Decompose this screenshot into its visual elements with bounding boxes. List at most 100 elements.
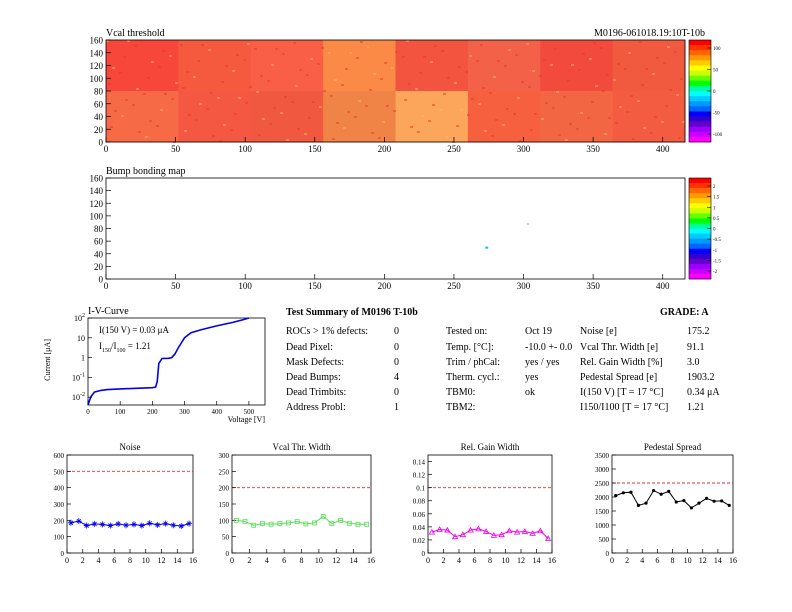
pixel-noise xyxy=(186,71,189,73)
pixel-noise xyxy=(495,119,498,121)
pixel-noise xyxy=(600,47,603,49)
chart-title: Rel. Gain Width xyxy=(461,442,520,452)
pixel-noise xyxy=(682,121,685,123)
roc-tile xyxy=(106,40,179,92)
y-tick-label: 0.08 xyxy=(413,498,426,506)
data-point xyxy=(260,521,265,526)
pixel-noise xyxy=(156,125,159,127)
pixel-noise xyxy=(114,110,117,112)
color-scale-segment xyxy=(689,50,711,56)
x-tick-label: 16 xyxy=(548,556,556,565)
y-tick-label: 150 xyxy=(219,501,230,509)
pixel-noise xyxy=(367,46,370,48)
y-tick-label: 140 xyxy=(90,186,104,196)
data-point xyxy=(475,525,482,532)
y-tick-label: 10 xyxy=(77,334,85,343)
x-tick-label: 150 xyxy=(308,281,322,291)
color-scale-segment xyxy=(689,75,711,82)
pixel-noise xyxy=(602,90,605,92)
data-point xyxy=(277,521,283,526)
color-scale-segment xyxy=(689,101,711,107)
pixel-noise xyxy=(476,60,479,62)
pixel-noise xyxy=(175,82,178,84)
color-scale-segment xyxy=(689,198,711,204)
y-tick-label: 0.1 xyxy=(416,485,425,493)
pixel-noise xyxy=(197,60,200,62)
x-tick-label: 150 xyxy=(308,144,322,154)
pixel-noise xyxy=(650,132,653,134)
pixel-noise xyxy=(193,76,196,78)
map-background xyxy=(106,178,685,279)
pixel-noise xyxy=(106,40,109,42)
data-point xyxy=(544,535,552,542)
y-tick-label: 300 xyxy=(54,501,65,509)
x-tick-label: 0 xyxy=(65,556,69,565)
pixel-noise xyxy=(626,111,629,113)
pixel-noise xyxy=(545,102,548,104)
data-point xyxy=(614,494,618,498)
summary-label: I(150 V) [T = 17 °C] xyxy=(580,387,664,398)
color-scale-segment xyxy=(689,208,711,214)
series-line xyxy=(236,515,367,526)
pixel-noise xyxy=(371,132,374,134)
pixel-noise xyxy=(480,44,483,46)
x-tick-label: 4 xyxy=(265,556,269,565)
pixel-noise xyxy=(415,88,418,90)
pixel-noise xyxy=(249,86,252,88)
pixel-noise xyxy=(543,59,546,61)
scale-label: 0.5 xyxy=(713,217,720,222)
y-tick-label: 0.04 xyxy=(413,524,426,532)
color-scale-segment xyxy=(689,85,711,92)
y-tick-label: 100 xyxy=(219,517,230,525)
summary-value: 4 xyxy=(394,372,399,383)
summary-value: yes / yes xyxy=(525,357,560,368)
pixel-noise xyxy=(447,77,450,79)
pixel-noise xyxy=(160,109,163,111)
pixel-noise xyxy=(661,121,664,123)
data-point xyxy=(268,521,274,527)
summary-value: 0 xyxy=(394,387,399,398)
pixel-noise xyxy=(410,126,413,128)
y-tick-label: 102 xyxy=(74,313,85,323)
pixel-noise xyxy=(460,109,463,111)
pixel-noise xyxy=(358,100,361,102)
summary-label: Pedestal Spread [e] xyxy=(580,372,658,383)
pixel-noise xyxy=(552,107,555,109)
data-point xyxy=(727,503,731,507)
pixel-noise xyxy=(571,64,574,66)
scale-label: -100 xyxy=(713,133,723,138)
data-point xyxy=(178,523,185,530)
y-tick-label: 400 xyxy=(54,485,65,493)
pixel-noise xyxy=(406,40,409,42)
pixel-noise xyxy=(380,78,383,80)
x-tick-label: 4 xyxy=(457,556,461,565)
pixel-noise xyxy=(471,98,474,100)
x-tick-label: 8 xyxy=(300,556,304,565)
pixel-noise xyxy=(334,79,337,81)
color-scale-segment xyxy=(689,268,711,275)
scale-label: 100 xyxy=(713,47,721,52)
summary-label: Therm. cycl.: xyxy=(446,372,500,383)
scale-label: 0 xyxy=(713,90,716,95)
x-tick-label: 300 xyxy=(517,144,531,154)
grade-label: GRADE: A xyxy=(660,307,709,318)
x-tick-label: 14 xyxy=(173,556,181,565)
pixel-noise xyxy=(641,84,644,86)
summary-value: 1903.2 xyxy=(687,372,715,383)
data-point xyxy=(428,528,436,535)
x-tick-label: 0 xyxy=(104,281,109,291)
pixel-noise xyxy=(347,111,350,113)
pixel-noise xyxy=(663,62,666,64)
pixel-noise xyxy=(489,92,492,94)
color-scale-segment xyxy=(689,111,711,117)
pixel-noise xyxy=(284,96,287,98)
pixel-noise xyxy=(628,52,631,54)
y-tick-label: 0.02 xyxy=(413,537,426,545)
x-tick-label: 350 xyxy=(586,281,600,291)
pixel-noise xyxy=(354,116,357,118)
pixel-noise xyxy=(119,72,122,74)
y-tick-label: 140 xyxy=(90,48,104,58)
x-tick-label: 8 xyxy=(488,556,492,565)
roc-tile xyxy=(250,91,324,143)
pixel-noise xyxy=(678,137,681,139)
